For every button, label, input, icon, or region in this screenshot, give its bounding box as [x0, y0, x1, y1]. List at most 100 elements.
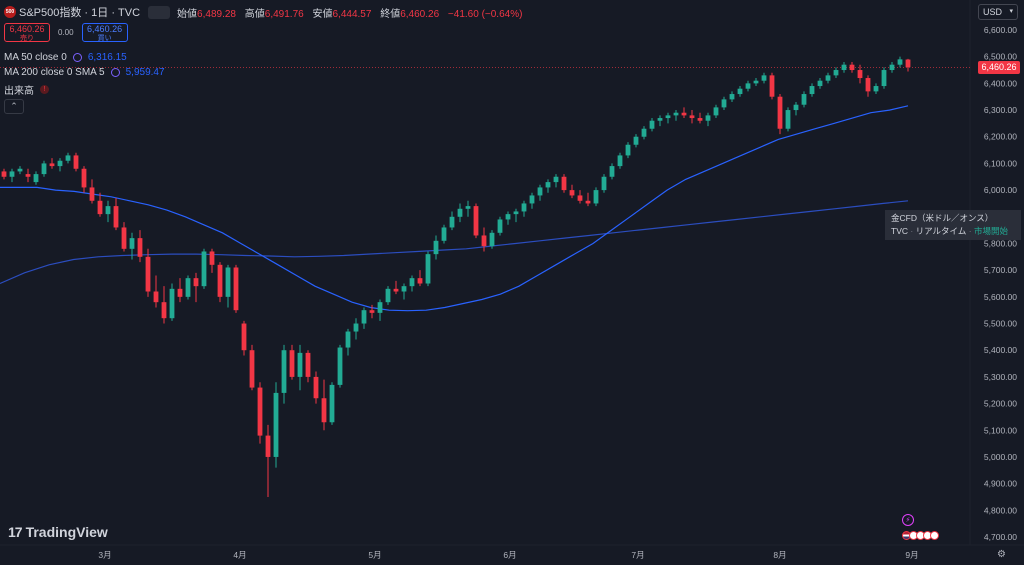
- ma50-line: [0, 105, 909, 312]
- candle-body: [617, 155, 623, 167]
- buy-button[interactable]: 6,460.26 買い: [81, 23, 128, 42]
- candle-body: [161, 302, 167, 319]
- ma50-settings-icon[interactable]: [72, 53, 82, 62]
- sell-price: 6,460.26: [9, 24, 45, 34]
- change-value: −41.60 (−0.64%): [447, 8, 523, 20]
- currency-select[interactable]: USD ▾: [978, 4, 1018, 20]
- candle-body: [209, 251, 215, 265]
- candle-body: [97, 200, 103, 215]
- ma50-label: MA 50 close 0: [4, 52, 67, 63]
- candle-body: [425, 254, 431, 284]
- candle-body: [257, 387, 263, 436]
- candle-body: [153, 291, 159, 303]
- candle-body: [521, 203, 527, 212]
- lightning-icon[interactable]: ⚡: [902, 514, 914, 526]
- candle-body: [809, 86, 815, 95]
- candle-body: [561, 176, 567, 191]
- low-value: 6,444.57: [332, 8, 372, 20]
- event-markers[interactable]: [902, 531, 939, 540]
- buy-price: 6,460.26: [87, 24, 123, 34]
- open-label: 始値: [177, 8, 198, 20]
- candle-body: [529, 195, 535, 204]
- ma200-value: 5,959.47: [125, 67, 165, 78]
- gear-icon[interactable]: ⚙: [997, 549, 1006, 560]
- candle-body: [793, 104, 799, 111]
- spread-value: 0.00: [58, 28, 74, 37]
- candle-body: [345, 331, 351, 348]
- y-tick-label: 6,200.00: [984, 132, 1017, 142]
- candle-body: [889, 64, 895, 71]
- y-tick-label: 6,000.00: [984, 185, 1017, 195]
- candle-body: [505, 214, 511, 220]
- symbol-title[interactable]: S&P500指数 · 1日 · TVC: [19, 7, 141, 19]
- x-tick-label: 5月: [368, 550, 381, 560]
- volume-label: 出来高: [4, 86, 34, 97]
- candle-body: [665, 115, 671, 119]
- x-tick-label: 8月: [773, 550, 786, 560]
- candle-body: [609, 166, 615, 177]
- candle-body: [777, 96, 783, 129]
- indicator-ma50[interactable]: MA 50 close 0 6,316.15: [4, 52, 127, 63]
- y-tick-label: 4,700.00: [984, 532, 1017, 542]
- ma200-settings-icon[interactable]: [110, 68, 120, 77]
- tooltip-sep-1: ·: [910, 226, 914, 236]
- candle-body: [233, 267, 239, 311]
- volume-warning-icon[interactable]: !: [40, 85, 49, 94]
- x-tick-label: 6月: [503, 550, 516, 560]
- y-tick-label: 6,300.00: [984, 105, 1017, 115]
- candle-body: [673, 112, 679, 116]
- ohlc-readout: 始値6,489.28 高値6,491.76 安値6,444.57 終値6,460…: [177, 5, 528, 20]
- candle-body: [297, 352, 303, 377]
- candle-body: [273, 392, 279, 457]
- candle-body: [57, 160, 63, 167]
- candle-body: [305, 352, 311, 377]
- candle-body: [833, 70, 839, 76]
- y-tick-label: 5,100.00: [984, 425, 1017, 435]
- x-tick-label: 7月: [631, 550, 644, 560]
- y-tick-label: 5,200.00: [984, 399, 1017, 409]
- candle-body: [177, 288, 183, 297]
- y-tick-label: 6,100.00: [984, 158, 1017, 168]
- chart-header: 500 S&P500指数 · 1日 · TVC 始値6,489.28 高値6,4…: [4, 4, 528, 20]
- candle-body: [321, 398, 327, 423]
- candle-body: [785, 110, 791, 129]
- candle-body: [361, 310, 367, 324]
- candle-body: [729, 94, 735, 100]
- y-tick-label: 5,300.00: [984, 372, 1017, 382]
- ma200-label: MA 200 close 0 SMA 5: [4, 67, 105, 78]
- candle-body: [897, 59, 903, 65]
- candle-body: [633, 136, 639, 145]
- candle-body: [841, 64, 847, 71]
- tooltip-title: 金CFD（米ドル／オンス）: [891, 213, 994, 223]
- sell-label: 売り: [20, 35, 34, 42]
- candle-body: [313, 376, 319, 399]
- tooltip-realtime: リアルタイム: [915, 226, 967, 236]
- candle-body: [169, 288, 175, 319]
- tooltip-sep-2: ·: [968, 226, 972, 236]
- y-tick-label: 5,700.00: [984, 265, 1017, 275]
- y-tick-label: 5,000.00: [984, 452, 1017, 462]
- sell-button[interactable]: 6,460.26 売り: [4, 23, 50, 42]
- candle-body: [33, 174, 39, 183]
- candle-body: [89, 187, 95, 201]
- indicator-volume[interactable]: 出来高 !: [4, 82, 49, 97]
- y-tick-label: 5,500.00: [984, 319, 1017, 329]
- candle-body: [73, 155, 79, 169]
- indicator-ma200[interactable]: MA 200 close 0 SMA 5 5,959.47: [4, 67, 165, 78]
- event-marker[interactable]: [930, 531, 939, 540]
- candle-body: [905, 59, 911, 68]
- candle-body: [337, 347, 343, 385]
- buy-label: 買い: [97, 35, 112, 42]
- candle-body: [441, 227, 447, 241]
- header-options-button[interactable]: [148, 5, 171, 19]
- candle-body: [769, 75, 775, 97]
- tradingview-logo[interactable]: 17 TradingView: [8, 524, 108, 540]
- candle-body: [385, 288, 391, 303]
- candle-body: [401, 286, 407, 292]
- candle-body: [657, 118, 663, 121]
- candle-body: [585, 200, 591, 204]
- candle-body: [817, 80, 823, 87]
- collapse-legend-button[interactable]: ⌃: [4, 99, 24, 114]
